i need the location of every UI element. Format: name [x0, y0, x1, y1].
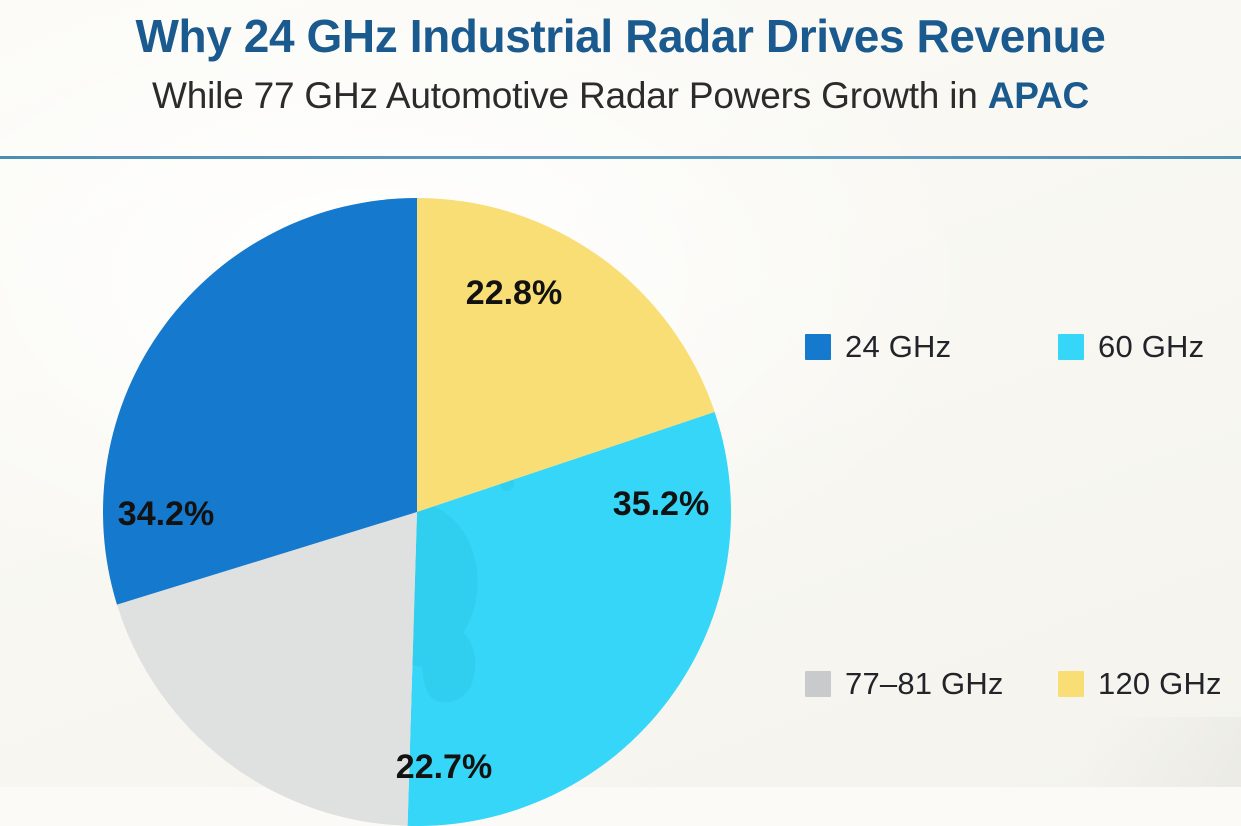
legend-item-60-ghz[interactable]: 60 GHz — [1058, 330, 1204, 364]
pie-slice-label: 22.7% — [396, 748, 492, 786]
legend-label: 24 GHz — [845, 329, 952, 364]
pie-slice-77-81-ghz[interactable] — [116, 512, 417, 826]
legend-label: 120 GHz — [1098, 666, 1222, 701]
legend-swatch-icon — [805, 671, 831, 697]
pie-slice-120-ghz[interactable] — [417, 198, 715, 512]
pie-chart-svg: 22.8% 35.2% 22.7% 34.2% — [103, 198, 731, 826]
subtitle-accent-apac: APAC — [987, 75, 1090, 116]
legend-label: 60 GHz — [1098, 329, 1205, 364]
pie-chart: 22.8% 35.2% 22.7% 34.2% — [103, 198, 731, 826]
header-divider — [0, 156, 1241, 159]
page-title: Why 24 GHz Industrial Radar Drives Reven… — [135, 10, 1106, 62]
header: Why 24 GHz Industrial Radar Drives Reven… — [0, 0, 1241, 159]
chart-area: 22.8% 35.2% 22.7% 34.2% 24 GHz 60 GHz 77–81 G… — [0, 159, 1241, 826]
pie-label-group: 22.8% 35.2% 22.7% 34.2% — [118, 274, 709, 786]
legend-item-24-ghz[interactable]: 24 GHz — [805, 330, 951, 364]
pie-slice-group — [103, 198, 731, 826]
legend-item-77-81-ghz[interactable]: 77–81 GHz — [805, 667, 1004, 701]
pie-slice-24-ghz[interactable] — [103, 198, 418, 605]
legend-item-120-ghz[interactable]: 120 GHz — [1058, 667, 1222, 701]
legend-swatch-icon — [1058, 334, 1084, 360]
legend-label: 77–81 GHz — [845, 666, 1004, 701]
pie-slice-label: 34.2% — [118, 495, 214, 533]
pie-slice-label: 35.2% — [613, 485, 709, 523]
page-subtitle: While 77 GHz Automotive Radar Powers Gro… — [152, 72, 1089, 120]
chart-legend: 24 GHz 60 GHz 77–81 GHz 120 GHz — [790, 159, 1241, 787]
pie-slice-label: 22.8% — [466, 274, 562, 312]
pie-slice-60-ghz[interactable] — [407, 412, 731, 826]
legend-swatch-icon — [805, 334, 831, 360]
subtitle-text: While 77 GHz Automotive Radar Powers Gro… — [151, 75, 988, 116]
legend-swatch-icon — [1058, 671, 1084, 697]
